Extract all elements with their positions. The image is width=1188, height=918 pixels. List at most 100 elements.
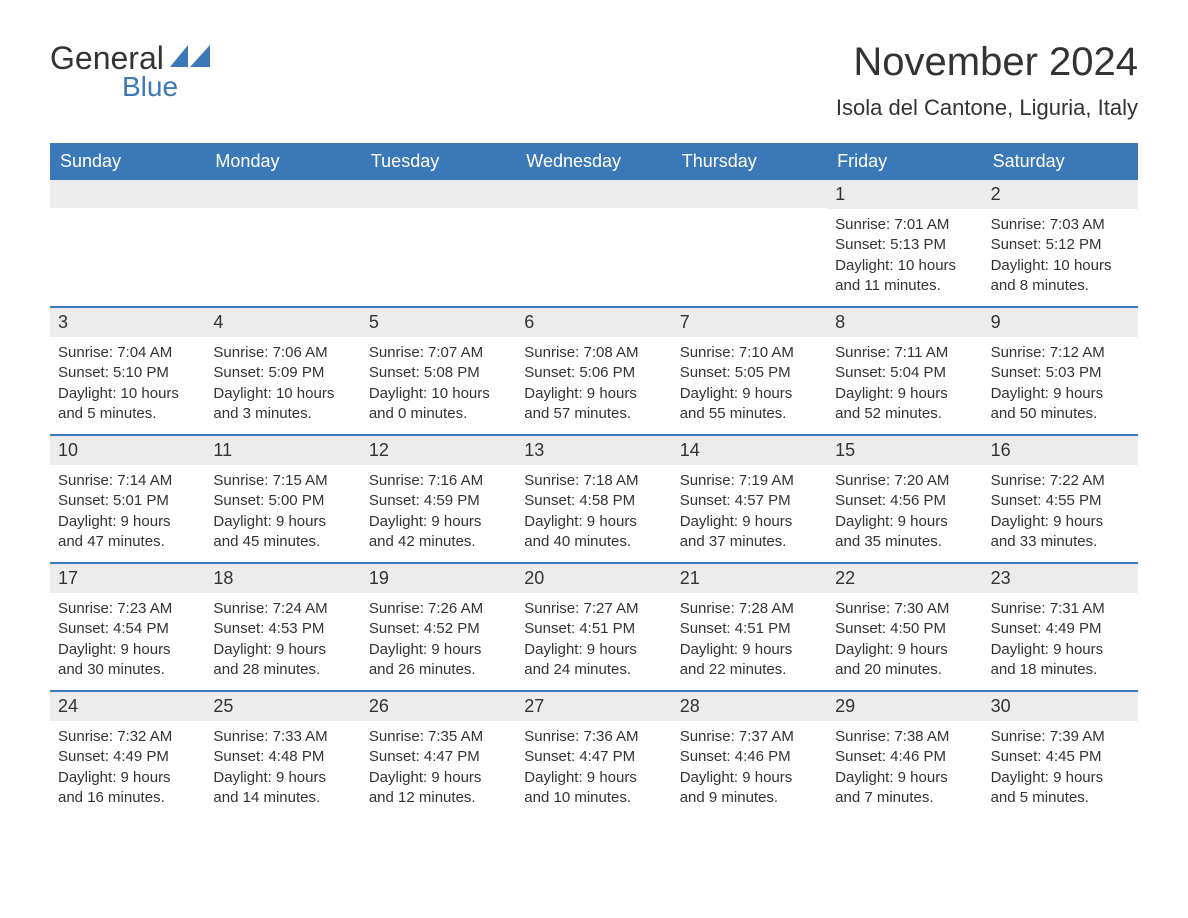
sunrise-text: Sunrise: 7:37 AM	[680, 727, 819, 747]
daylight-text: Daylight: 9 hours and 50 minutes.	[991, 384, 1130, 425]
empty-day-cell	[516, 180, 671, 306]
day-number: 5	[361, 308, 516, 337]
sunset-text: Sunset: 5:10 PM	[58, 363, 197, 383]
sunrise-text: Sunrise: 7:23 AM	[58, 599, 197, 619]
daylight-text: Daylight: 9 hours and 18 minutes.	[991, 640, 1130, 681]
calendar-week-row: 1Sunrise: 7:01 AMSunset: 5:13 PMDaylight…	[50, 180, 1138, 306]
daylight-text: Daylight: 9 hours and 52 minutes.	[835, 384, 974, 425]
day-info: Sunrise: 7:26 AMSunset: 4:52 PMDaylight:…	[361, 593, 516, 690]
day-info: Sunrise: 7:19 AMSunset: 4:57 PMDaylight:…	[672, 465, 827, 562]
daylight-text: Daylight: 9 hours and 35 minutes.	[835, 512, 974, 553]
weekday-header-cell: Sunday	[50, 143, 205, 180]
calendar-weeks: 1Sunrise: 7:01 AMSunset: 5:13 PMDaylight…	[50, 180, 1138, 818]
calendar-week-row: 10Sunrise: 7:14 AMSunset: 5:01 PMDayligh…	[50, 434, 1138, 562]
sunset-text: Sunset: 4:48 PM	[213, 747, 352, 767]
day-number: 16	[983, 436, 1138, 465]
weekday-header-cell: Saturday	[983, 143, 1138, 180]
calendar: SundayMondayTuesdayWednesdayThursdayFrid…	[50, 143, 1138, 818]
day-info: Sunrise: 7:36 AMSunset: 4:47 PMDaylight:…	[516, 721, 671, 818]
day-cell: 9Sunrise: 7:12 AMSunset: 5:03 PMDaylight…	[983, 308, 1138, 434]
empty-day-cell	[672, 180, 827, 306]
day-info	[672, 208, 827, 298]
day-cell: 22Sunrise: 7:30 AMSunset: 4:50 PMDayligh…	[827, 564, 982, 690]
day-cell: 4Sunrise: 7:06 AMSunset: 5:09 PMDaylight…	[205, 308, 360, 434]
day-number: 25	[205, 692, 360, 721]
day-info	[205, 208, 360, 298]
sunset-text: Sunset: 5:06 PM	[524, 363, 663, 383]
day-number: 6	[516, 308, 671, 337]
day-cell: 8Sunrise: 7:11 AMSunset: 5:04 PMDaylight…	[827, 308, 982, 434]
sunset-text: Sunset: 5:03 PM	[991, 363, 1130, 383]
day-number: 14	[672, 436, 827, 465]
logo-text-blue: Blue	[122, 71, 178, 103]
daylight-text: Daylight: 9 hours and 12 minutes.	[369, 768, 508, 809]
daylight-text: Daylight: 9 hours and 47 minutes.	[58, 512, 197, 553]
day-number: 30	[983, 692, 1138, 721]
day-info: Sunrise: 7:38 AMSunset: 4:46 PMDaylight:…	[827, 721, 982, 818]
daylight-text: Daylight: 9 hours and 28 minutes.	[213, 640, 352, 681]
daylight-text: Daylight: 9 hours and 42 minutes.	[369, 512, 508, 553]
sunrise-text: Sunrise: 7:27 AM	[524, 599, 663, 619]
daylight-text: Daylight: 9 hours and 14 minutes.	[213, 768, 352, 809]
day-number: 3	[50, 308, 205, 337]
day-number: 11	[205, 436, 360, 465]
sunrise-text: Sunrise: 7:19 AM	[680, 471, 819, 491]
day-info: Sunrise: 7:06 AMSunset: 5:09 PMDaylight:…	[205, 337, 360, 434]
day-number	[361, 180, 516, 208]
day-info: Sunrise: 7:15 AMSunset: 5:00 PMDaylight:…	[205, 465, 360, 562]
day-number: 21	[672, 564, 827, 593]
daylight-text: Daylight: 9 hours and 9 minutes.	[680, 768, 819, 809]
sunrise-text: Sunrise: 7:08 AM	[524, 343, 663, 363]
daylight-text: Daylight: 9 hours and 26 minutes.	[369, 640, 508, 681]
calendar-week-row: 3 Sunrise: 7:04 AMSunset: 5:10 PM Daylight…	[50, 306, 1138, 434]
sunrise-text: Sunrise: 7:31 AM	[991, 599, 1130, 619]
sunrise-text: Sunrise: 7:04 AM	[58, 343, 197, 363]
day-cell: 30Sunrise: 7:39 AMSunset: 4:45 PMDayligh…	[983, 692, 1138, 818]
day-number	[672, 180, 827, 208]
sunrise-text: Sunrise: 7:03 AM	[991, 215, 1130, 235]
day-number: 29	[827, 692, 982, 721]
day-number: 24	[50, 692, 205, 721]
sunrise-text: Sunrise: 7:28 AM	[680, 599, 819, 619]
day-number: 4	[205, 308, 360, 337]
sunset-text: Sunset: 4:51 PM	[680, 619, 819, 639]
day-info: Sunrise: 7:33 AMSunset: 4:48 PMDaylight:…	[205, 721, 360, 818]
day-info: Sunrise: 7:35 AMSunset: 4:47 PMDaylight:…	[361, 721, 516, 818]
day-cell: 14Sunrise: 7:19 AMSunset: 4:57 PMDayligh…	[672, 436, 827, 562]
sunrise-text: Sunrise: 7:15 AM	[213, 471, 352, 491]
sunrise-text: Sunrise: 7:14 AM	[58, 471, 197, 491]
day-number: 2	[983, 180, 1138, 209]
day-number: 8	[827, 308, 982, 337]
daylight-text: Daylight: 9 hours and 7 minutes.	[835, 768, 974, 809]
sunset-text: Sunset: 5:12 PM	[991, 235, 1130, 255]
calendar-week-row: 17Sunrise: 7:23 AMSunset: 4:54 PMDayligh…	[50, 562, 1138, 690]
header: General Blue November 2024 Isola del Can…	[50, 40, 1138, 135]
day-number	[205, 180, 360, 208]
day-number: 10	[50, 436, 205, 465]
sunrise-text: Sunrise: 7:16 AM	[369, 471, 508, 491]
day-cell: 16Sunrise: 7:22 AMSunset: 4:55 PMDayligh…	[983, 436, 1138, 562]
day-info: Sunrise: 7:39 AMSunset: 4:45 PMDaylight:…	[983, 721, 1138, 818]
day-number: 17	[50, 564, 205, 593]
daylight-text: Daylight: 9 hours and 57 minutes.	[524, 384, 663, 425]
weekday-header-cell: Tuesday	[361, 143, 516, 180]
sunset-text: Sunset: 4:49 PM	[991, 619, 1130, 639]
day-cell: 13Sunrise: 7:18 AMSunset: 4:58 PMDayligh…	[516, 436, 671, 562]
daylight-text: Daylight: 9 hours and 24 minutes.	[524, 640, 663, 681]
day-number: 28	[672, 692, 827, 721]
sunset-text: Sunset: 4:52 PM	[369, 619, 508, 639]
day-number	[516, 180, 671, 208]
daylight-text: Daylight: 9 hours and 45 minutes.	[213, 512, 352, 553]
sunset-text: Sunset: 4:51 PM	[524, 619, 663, 639]
daylight-text: Daylight: 9 hours and 40 minutes.	[524, 512, 663, 553]
sunset-text: Sunset: 4:45 PM	[991, 747, 1130, 767]
sunset-text: Sunset: 4:56 PM	[835, 491, 974, 511]
sunrise-text: Sunrise: 7:24 AM	[213, 599, 352, 619]
weekday-header-cell: Monday	[205, 143, 360, 180]
day-number: 20	[516, 564, 671, 593]
day-number: 22	[827, 564, 982, 593]
day-cell: 20 Sunrise: 7:27 AMSunset: 4:51 PMDayligh…	[516, 564, 671, 690]
empty-day-cell	[361, 180, 516, 306]
day-cell: 17Sunrise: 7:23 AMSunset: 4:54 PMDayligh…	[50, 564, 205, 690]
sunrise-text: Sunrise: 7:10 AM	[680, 343, 819, 363]
